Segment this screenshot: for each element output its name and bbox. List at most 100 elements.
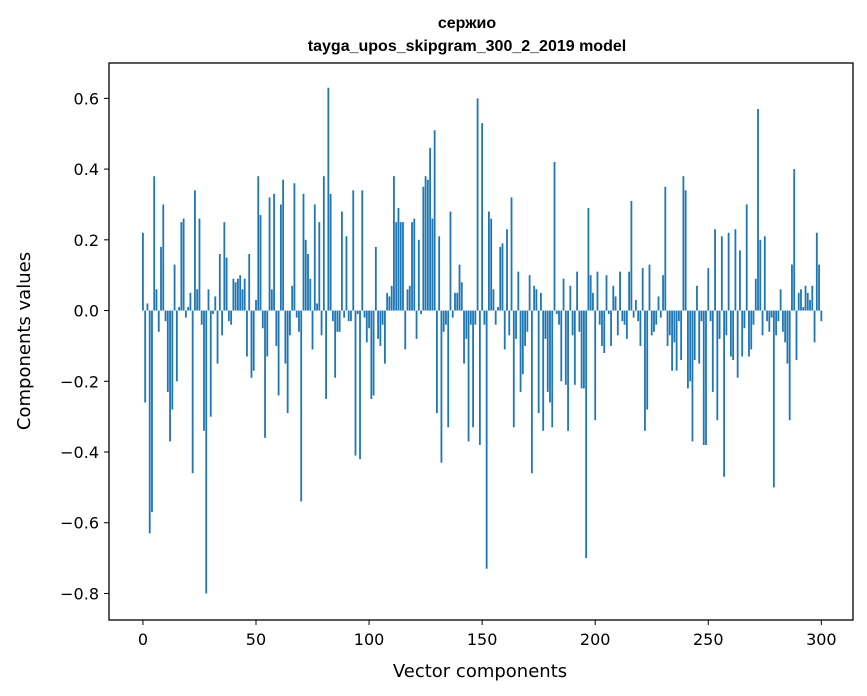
bar-139 [456, 292, 459, 311]
bar-254 [716, 310, 719, 421]
bar-182 [553, 162, 556, 311]
bar-70 [300, 310, 303, 502]
bar-3 [148, 310, 151, 534]
bar-88 [341, 211, 343, 311]
bar-265 [741, 310, 744, 357]
bar-218 [635, 299, 637, 311]
bar-62 [282, 179, 285, 311]
bar-157 [497, 307, 499, 311]
bar-45 [243, 278, 246, 311]
bar-97 [361, 190, 364, 311]
bar-297 [813, 310, 816, 343]
bar-274 [761, 310, 764, 336]
bar-278 [770, 310, 773, 318]
bar-112 [395, 222, 398, 311]
bar-226 [653, 310, 655, 332]
bar-14 [173, 264, 176, 311]
bar-2 [146, 303, 149, 311]
y-tick-label: 0.2 [74, 231, 99, 250]
bar-22 [191, 310, 194, 474]
bar-154 [490, 218, 493, 311]
bar-61 [279, 204, 282, 311]
bar-1 [144, 310, 147, 403]
bar-20 [187, 307, 190, 311]
bar-239 [682, 176, 685, 311]
bar-101 [370, 310, 373, 399]
bar-47 [248, 253, 251, 311]
bar-100 [368, 310, 370, 329]
bar-191 [573, 310, 576, 385]
bar-104 [377, 310, 380, 339]
bar-243 [691, 310, 694, 442]
bar-137 [451, 310, 454, 318]
bar-79 [320, 310, 323, 336]
bar-287 [791, 264, 793, 311]
bar-65 [289, 310, 291, 336]
bar-176 [540, 292, 542, 311]
bar-279 [772, 310, 775, 488]
bar-26 [200, 310, 203, 325]
bar-122 [417, 239, 420, 311]
bar-133 [442, 310, 445, 332]
bar-200 [594, 310, 597, 421]
bar-232 [666, 310, 669, 346]
bar-202 [598, 310, 601, 325]
bar-77 [316, 303, 318, 311]
bar-264 [739, 250, 741, 311]
bar-261 [732, 310, 735, 361]
bar-174 [535, 289, 538, 311]
bar-194 [580, 310, 583, 389]
bar-230 [662, 275, 664, 311]
bar-148 [476, 98, 479, 311]
bar-248 [702, 310, 705, 445]
bar-229 [659, 310, 662, 318]
bar-15 [175, 310, 178, 382]
bar-267 [745, 204, 748, 311]
bar-190 [571, 310, 574, 336]
bar-18 [182, 218, 185, 311]
bar-270 [752, 310, 755, 325]
bar-134 [445, 310, 447, 325]
bar-10 [164, 310, 167, 322]
bar-57 [270, 289, 273, 311]
bar-162 [508, 310, 511, 336]
bar-40 [232, 278, 235, 311]
bar-165 [515, 310, 517, 339]
bar-299 [818, 264, 820, 311]
bar-63 [284, 310, 287, 364]
bar-95 [356, 310, 359, 315]
bar-121 [415, 310, 418, 339]
bar-188 [567, 310, 569, 431]
bar-31 [212, 310, 214, 315]
bar-126 [426, 179, 429, 311]
y-tick-label: 0.6 [74, 89, 99, 108]
bar-300 [820, 310, 823, 322]
bar-67 [293, 183, 296, 311]
bar-163 [510, 197, 513, 311]
bar-233 [668, 310, 671, 336]
bar-109 [388, 296, 391, 311]
bar-289 [795, 310, 798, 361]
bar-281 [777, 310, 780, 322]
bar-296 [811, 285, 814, 311]
bar-205 [605, 275, 608, 311]
bar-58 [273, 193, 275, 311]
bar-256 [720, 236, 723, 311]
bar-86 [336, 310, 339, 332]
bar-214 [625, 310, 628, 339]
bar-147 [474, 310, 477, 325]
bar-19 [184, 310, 187, 318]
bar-227 [655, 310, 658, 325]
bar-127 [429, 147, 432, 311]
bar-275 [763, 236, 766, 311]
bar-295 [809, 299, 811, 311]
bar-72 [304, 239, 307, 311]
x-tick-label: 100 [354, 630, 385, 649]
bar-143 [465, 310, 468, 339]
bar-284 [784, 310, 787, 343]
bar-71 [302, 193, 305, 311]
bar-46 [246, 310, 248, 357]
bar-66 [291, 285, 294, 311]
bar-32 [214, 296, 217, 311]
y-tick-label: −0.6 [60, 514, 99, 533]
